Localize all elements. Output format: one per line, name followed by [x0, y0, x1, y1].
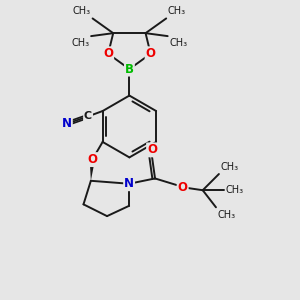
Text: O: O	[146, 47, 156, 60]
Text: O: O	[103, 47, 113, 60]
Text: C: C	[84, 111, 92, 122]
Text: CH₃: CH₃	[169, 38, 187, 48]
Text: CH₃: CH₃	[71, 38, 90, 48]
Text: N: N	[124, 177, 134, 190]
Text: CH₃: CH₃	[220, 162, 238, 172]
Text: O: O	[178, 181, 188, 194]
Text: CH₃: CH₃	[218, 210, 236, 220]
Text: CH₃: CH₃	[226, 185, 244, 195]
Text: O: O	[87, 153, 97, 166]
Polygon shape	[90, 159, 95, 181]
Text: B: B	[125, 63, 134, 76]
Text: N: N	[62, 117, 72, 130]
Text: CH₃: CH₃	[168, 5, 186, 16]
Text: O: O	[147, 143, 157, 156]
Text: CH₃: CH₃	[73, 5, 91, 16]
